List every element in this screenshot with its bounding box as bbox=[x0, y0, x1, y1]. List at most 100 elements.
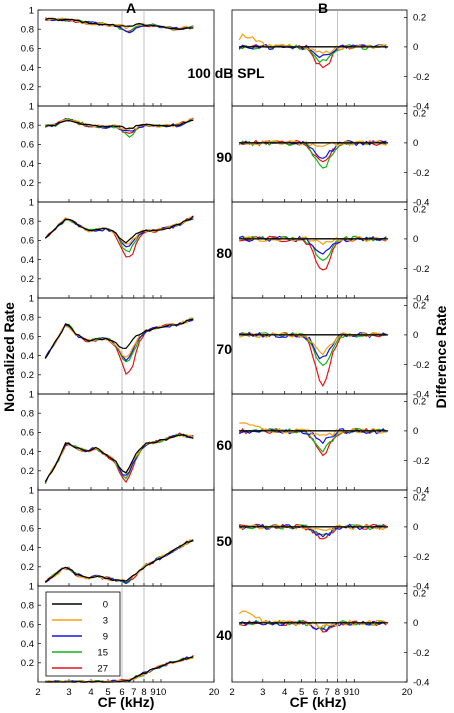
x-tick-label-a: 20 bbox=[209, 687, 220, 698]
y-tick-label: 0.2 bbox=[413, 205, 426, 216]
y-tick-label: 0.6 bbox=[21, 236, 34, 247]
series-line-b-40-3 bbox=[238, 610, 387, 630]
y-tick-label: 0.8 bbox=[21, 25, 34, 36]
panel-a-100: 0.2 0.4 0.6 0.8 1 bbox=[21, 5, 215, 107]
panel-b-40: -0.4 -0.2 0 0.2 bbox=[231, 585, 429, 688]
y-tick-label: -0.4 bbox=[413, 197, 429, 208]
x-tick-label-b: 9 bbox=[344, 687, 349, 698]
plot-frame bbox=[231, 105, 408, 203]
y-tick-label: 0.2 bbox=[21, 274, 34, 285]
series-line-b-100-9 bbox=[238, 43, 387, 59]
series-line-a-80-0 bbox=[44, 215, 194, 244]
legend-label-3: 3 bbox=[103, 616, 108, 627]
panel-a-60: 0.2 0.4 0.6 0.8 1 bbox=[21, 389, 215, 491]
y-tick-label: 0.2 bbox=[21, 370, 34, 381]
y-tick-label: -0.2 bbox=[413, 648, 429, 659]
y-tick-label: 1 bbox=[29, 5, 34, 16]
series-line-a-50-15 bbox=[45, 539, 194, 585]
y-tick-label: 0 bbox=[413, 234, 418, 245]
plot-frame bbox=[37, 585, 215, 683]
y-tick-label: -0.2 bbox=[413, 168, 429, 179]
y-tick-label: 0.6 bbox=[21, 524, 34, 535]
y-tick-label: 0.2 bbox=[21, 82, 34, 93]
panel-b-100: -0.4 -0.2 0 0.2 bbox=[231, 9, 429, 112]
y-tick-label: 0.4 bbox=[21, 639, 34, 650]
series-line-a-70-0 bbox=[44, 318, 194, 359]
plot-frame bbox=[37, 297, 215, 395]
y-tick-label: 0.2 bbox=[21, 178, 34, 189]
y-tick-label: 0.2 bbox=[413, 397, 426, 408]
series-line-a-60-27 bbox=[44, 432, 194, 484]
y-tick-label: 0.8 bbox=[21, 313, 34, 324]
level-label-80: 80 bbox=[216, 245, 232, 261]
y-tick-label: 0.4 bbox=[21, 63, 34, 74]
y-tick-label: -0.4 bbox=[413, 677, 429, 688]
y-tick-label: 0.2 bbox=[413, 589, 426, 600]
panel-b-90: -0.4 -0.2 0 0.2 bbox=[231, 105, 429, 208]
y-tick-label: 0.4 bbox=[21, 351, 34, 362]
panel-a-70: 0.2 0.4 0.6 0.8 1 bbox=[21, 293, 215, 395]
y-tick-label: -0.2 bbox=[413, 456, 429, 467]
level-label-50: 50 bbox=[216, 533, 232, 549]
y-tick-label: 1 bbox=[29, 389, 34, 400]
level-label-100: 100 dB SPL bbox=[187, 65, 264, 81]
level-label-60: 60 bbox=[216, 437, 232, 453]
panel-a-80: 0.2 0.4 0.6 0.8 1 bbox=[21, 197, 215, 299]
x-tick-label-b: 8 bbox=[335, 687, 340, 698]
panel-a-50: 0.2 0.4 0.6 0.8 1 bbox=[21, 485, 215, 587]
y-tick-label: -0.2 bbox=[413, 264, 429, 275]
series-line-b-70-27 bbox=[239, 331, 387, 388]
y-tick-label: 0.8 bbox=[21, 121, 34, 132]
y-tick-label: 0 bbox=[413, 42, 418, 53]
legend: 0 3 9 15 27 bbox=[45, 591, 121, 677]
series-line-b-60-9 bbox=[239, 427, 387, 445]
y-tick-label: 1 bbox=[29, 485, 34, 496]
series-line-a-50-9 bbox=[44, 540, 194, 584]
series-line-a-80-15 bbox=[44, 218, 194, 253]
y-tick-label: 0 bbox=[413, 426, 418, 437]
series-line-a-90-0 bbox=[45, 119, 194, 130]
x-tick-label-b: 5 bbox=[299, 687, 304, 698]
x-tick-label-b: 20 bbox=[402, 687, 413, 698]
series-line-a-80-27 bbox=[44, 215, 194, 258]
panel-letter-b: B bbox=[318, 0, 328, 16]
y-tick-label: 0 bbox=[413, 138, 418, 149]
series-line-a-40-0 bbox=[45, 656, 194, 683]
y-tick-label: -0.4 bbox=[413, 293, 429, 304]
series-line-a-100-0 bbox=[45, 17, 194, 30]
x-tick-label-a: 7 bbox=[131, 687, 136, 698]
y-tick-label: -0.2 bbox=[413, 72, 429, 83]
x-tick-label-a: 4 bbox=[88, 687, 93, 698]
y-tick-label: 0.2 bbox=[21, 466, 34, 477]
x-tick-label-b: 7 bbox=[325, 687, 330, 698]
y-tick-label: 0 bbox=[413, 330, 418, 341]
y-tick-label: 0.2 bbox=[21, 658, 34, 669]
level-label-40: 40 bbox=[216, 627, 232, 643]
legend-label-27: 27 bbox=[97, 664, 108, 675]
x-tick-label-b: 6 bbox=[313, 687, 318, 698]
y-tick-label: -0.2 bbox=[413, 552, 429, 563]
y-tick-label: -0.2 bbox=[413, 360, 429, 371]
x-tick-label-a: 6 bbox=[119, 687, 124, 698]
x-tick-label-a: 3 bbox=[66, 687, 71, 698]
y-tick-label: 0 bbox=[413, 618, 418, 629]
series-line-b-90-3 bbox=[238, 139, 387, 147]
y-tick-label: 0.8 bbox=[21, 601, 34, 612]
y-tick-label: 0.8 bbox=[21, 505, 34, 516]
y-tick-label: 0.4 bbox=[21, 255, 34, 266]
y-tick-label: 0.6 bbox=[21, 620, 34, 631]
level-label-70: 70 bbox=[216, 341, 232, 357]
y-tick-label: 0.2 bbox=[413, 493, 426, 504]
x-tick-label-a: 10 bbox=[156, 687, 167, 698]
y-tick-label: 1 bbox=[29, 581, 34, 592]
legend-label-9: 9 bbox=[103, 632, 108, 643]
series-line-a-50-3 bbox=[44, 538, 194, 582]
y-tick-label: 0.8 bbox=[21, 217, 34, 228]
y-tick-label: 0.4 bbox=[21, 543, 34, 554]
y-tick-label: 1 bbox=[29, 197, 34, 208]
series-line-b-80-3 bbox=[239, 235, 387, 246]
plot-frame bbox=[231, 585, 408, 683]
y-tick-label: 0.4 bbox=[21, 447, 34, 458]
y-tick-label: 0.6 bbox=[21, 428, 34, 439]
